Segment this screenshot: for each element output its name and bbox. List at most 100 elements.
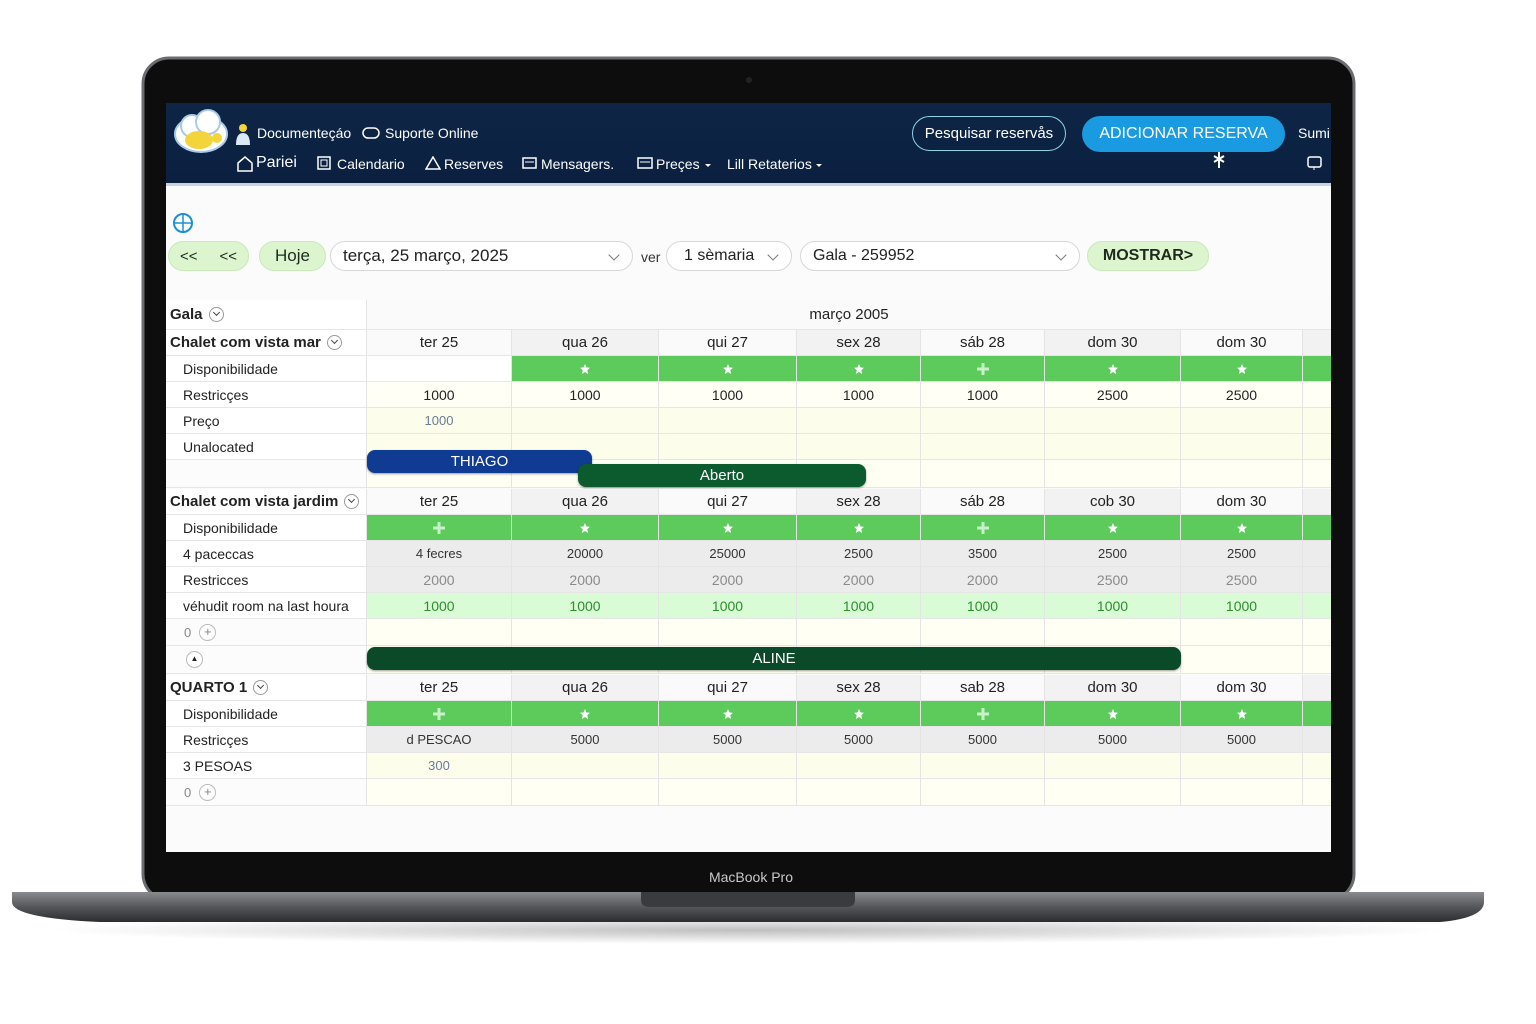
search-button[interactable]: Pesquisar reservås: [912, 116, 1066, 151]
cell: [1303, 515, 1331, 541]
day-header: dom 30: [1181, 675, 1303, 701]
cell: [659, 619, 797, 646]
pin-icon: [1213, 152, 1225, 168]
period-select[interactable]: 1 sèmaria: [666, 241, 792, 271]
star-icon: [580, 708, 590, 719]
calendar-icon: [317, 156, 331, 170]
day-header: qua 26: [512, 675, 659, 701]
reserve-icon: [425, 156, 441, 170]
chevron[interactable]: [326, 335, 342, 350]
star-icon: [580, 363, 590, 374]
cell: [512, 701, 659, 727]
cell: [921, 619, 1045, 646]
notch: [641, 892, 855, 907]
day-header: sex 28: [797, 330, 921, 356]
cell-value: 1000: [921, 382, 1045, 408]
show-button[interactable]: MOSTRAR>: [1087, 241, 1209, 271]
cell-value: 2000: [367, 567, 512, 593]
day-header: dom 30: [1181, 489, 1303, 515]
property-select[interactable]: Gala - 259952: [800, 241, 1080, 271]
add-row-button[interactable]: +: [199, 783, 217, 801]
cell: [797, 434, 921, 460]
date-select[interactable]: terça, 25 março, 2025: [330, 241, 633, 271]
star-icon: [1236, 708, 1247, 719]
cell: [1303, 646, 1331, 674]
cell: [367, 701, 512, 727]
cell-value: 2500: [1045, 567, 1181, 593]
cell: [1303, 593, 1331, 619]
counter-value: 0: [184, 624, 192, 640]
booking-bar[interactable]: Aberto: [578, 464, 866, 487]
caret: [816, 164, 822, 167]
nav-link[interactable]: Suporte Online: [385, 125, 479, 141]
cell: [797, 701, 921, 727]
day-header: sex 28: [797, 489, 921, 515]
globe-icon[interactable]: [173, 213, 195, 235]
screen: Documenteçáo Suporte Online Pariei Calen…: [166, 103, 1331, 852]
nav-link[interactable]: Documenteçáo: [257, 125, 352, 141]
cell-value: 2500: [1181, 567, 1303, 593]
cell: [1045, 753, 1181, 779]
header: Documenteçáo Suporte Online Pariei Calen…: [166, 103, 1331, 186]
nav-item[interactable]: Preçes: [656, 156, 700, 172]
today-button[interactable]: Hoje: [259, 241, 326, 271]
cell-value: 1000: [512, 593, 659, 619]
cell-value: 2000: [659, 567, 797, 593]
plus-icon: [976, 707, 989, 720]
chevron[interactable]: [253, 680, 269, 695]
price-icon: [637, 157, 653, 169]
cell: [1181, 701, 1303, 727]
cell-value: 1000: [1045, 593, 1181, 619]
star-icon: [580, 522, 590, 533]
nav-item[interactable]: Mensagers.: [541, 156, 615, 172]
day-header: ter 25: [367, 489, 512, 515]
star-icon: [722, 708, 733, 719]
row-label: Disponibilidade: [166, 701, 367, 727]
cell: [1303, 701, 1331, 727]
cell-value: d PESCAO: [367, 727, 512, 753]
add-button[interactable]: ADICIONAR RESERVA: [1082, 116, 1285, 152]
cell: [797, 356, 921, 382]
counter: 0 +: [166, 619, 367, 646]
screen-icon: [1307, 156, 1322, 170]
booking-bar[interactable]: ALINE: [367, 647, 1181, 670]
cell: [797, 779, 921, 806]
add-row-button[interactable]: +: [199, 623, 217, 641]
collapse-button[interactable]: ▲: [186, 651, 203, 668]
nav-item[interactable]: Reserves: [444, 156, 504, 172]
prev-button[interactable]: <<: [179, 247, 198, 265]
cell: [1181, 619, 1303, 646]
nav-item[interactable]: Pariei: [256, 154, 297, 171]
day-header: qua 26: [512, 489, 659, 515]
day-header: sáb 28: [921, 330, 1045, 356]
user-icon: [236, 124, 250, 145]
prev-buttons: << <<: [168, 241, 249, 271]
section-label: Chalet com vista jardim: [166, 489, 367, 515]
star-icon: [722, 363, 733, 374]
cell: [1181, 753, 1303, 779]
cell: [1303, 434, 1331, 460]
cell-value: 2500: [797, 541, 921, 567]
cell-value: 1000: [367, 593, 512, 619]
cell: [1181, 779, 1303, 806]
section-label: QUARTO 1: [166, 675, 367, 701]
chevron[interactable]: [344, 494, 360, 509]
day-header: sex 28: [797, 675, 921, 701]
nav-item[interactable]: Calendario: [337, 156, 405, 172]
chevron[interactable]: [208, 307, 224, 322]
row-label: Restricçes: [166, 727, 367, 753]
day-header: sá: [1303, 330, 1331, 356]
nav-item[interactable]: Lill Retaterios: [727, 156, 812, 172]
property-label: Gala: [166, 300, 367, 330]
cell: [921, 460, 1045, 488]
view-label: ver: [641, 249, 661, 265]
user-name[interactable]: Sumi: [1298, 125, 1330, 141]
cell-value: 2500: [1181, 382, 1303, 408]
cell: [367, 515, 512, 541]
cell: [659, 779, 797, 806]
prev-week-button[interactable]: <<: [219, 247, 238, 265]
booking-bar[interactable]: THIAGO: [367, 450, 592, 473]
row-label: Disponibilidade: [166, 515, 367, 541]
cell-value: 2500: [1045, 382, 1181, 408]
cell: [1045, 434, 1181, 460]
